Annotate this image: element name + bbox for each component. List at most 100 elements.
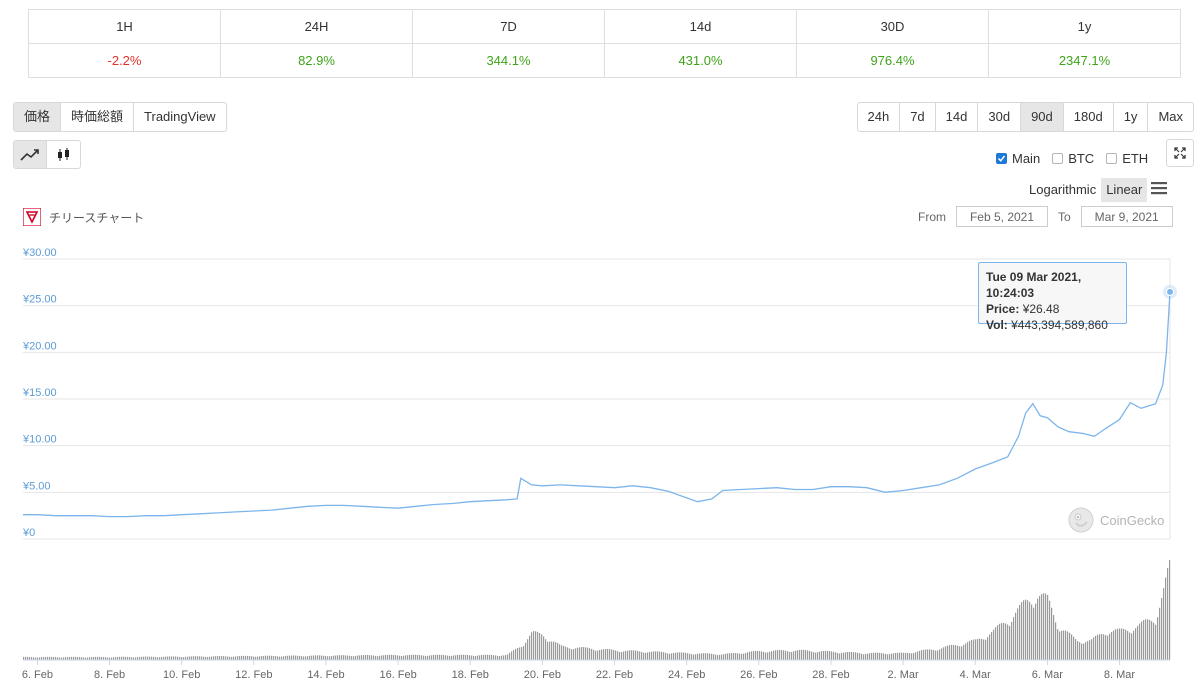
volume-bar <box>169 656 171 660</box>
tab-tradingview[interactable]: TradingView <box>144 109 216 124</box>
range-180d-button[interactable]: 180d <box>1064 103 1114 131</box>
range-1y-button[interactable]: 1y <box>1114 103 1149 131</box>
range-90d-button[interactable]: 90d <box>1021 103 1064 131</box>
volume-bar <box>845 652 847 660</box>
volume-bar <box>235 656 237 660</box>
volume-bar <box>1151 621 1153 660</box>
line-chart-button[interactable] <box>14 141 47 168</box>
logarithmic-scale-button[interactable]: Logarithmic <box>1029 182 1097 197</box>
volume-bar <box>149 656 151 660</box>
volume-bar <box>443 655 445 660</box>
volume-bar <box>1005 623 1007 660</box>
volume-bar <box>257 656 259 660</box>
tab-price[interactable]: 価格 <box>14 103 62 131</box>
volume-bar <box>283 656 285 660</box>
tab-market-cap[interactable]: 時価総額 <box>61 103 135 131</box>
volume-bar <box>1145 619 1147 660</box>
fullscreen-button[interactable] <box>1166 139 1194 167</box>
volume-bar <box>1055 622 1057 660</box>
volume-bar <box>183 657 185 660</box>
volume-bar <box>509 652 511 660</box>
volume-bar <box>399 655 401 660</box>
range-30d-button[interactable]: 30d <box>978 103 1022 131</box>
btc-series-checkbox[interactable]: BTC <box>1052 151 1094 166</box>
volume-bar <box>1105 635 1107 660</box>
volume-bar <box>963 644 965 660</box>
volume-bar <box>913 653 915 660</box>
chart-menu-button[interactable] <box>1150 181 1168 198</box>
volume-bar <box>425 655 427 660</box>
volume-bar <box>471 655 473 660</box>
volume-bar <box>295 655 297 660</box>
volume-bar <box>815 652 817 660</box>
volume-bar <box>437 654 439 660</box>
range-max-button[interactable]: Max <box>1158 109 1183 124</box>
y-tick-label: ¥0 <box>22 527 35 539</box>
volume-bar <box>483 654 485 660</box>
volume-bar <box>115 657 117 660</box>
volume-bar <box>643 652 645 660</box>
series-toggles: Main BTC ETH <box>996 151 1148 166</box>
volume-bar <box>735 653 737 660</box>
volume-bar <box>141 656 143 660</box>
volume-bar <box>1163 588 1165 660</box>
volume-bar <box>891 653 893 660</box>
range-24h-button[interactable]: 24h <box>858 103 901 131</box>
volume-bar <box>1167 568 1169 660</box>
volume-bar <box>469 655 471 660</box>
volume-bar <box>1071 634 1073 660</box>
y-tick-label: ¥5.00 <box>22 480 51 492</box>
volume-bar <box>693 654 695 660</box>
change-value: -2.2% <box>28 43 221 78</box>
volume-bar <box>1003 622 1005 660</box>
volume-bar <box>29 656 31 660</box>
x-tick-label: 4. Mar <box>960 669 992 681</box>
volume-bar <box>185 656 187 660</box>
volume-bar <box>275 656 277 660</box>
range-7d-button[interactable]: 7d <box>900 103 936 131</box>
volume-bar <box>255 656 257 660</box>
volume-bar <box>907 652 909 660</box>
volume-bar <box>949 645 951 660</box>
volume-bar <box>593 649 595 660</box>
volume-bar <box>665 652 667 660</box>
volume-bar <box>1083 643 1085 660</box>
volume-bar <box>445 655 447 660</box>
to-date-input[interactable]: Mar 9, 2021 <box>1080 206 1173 227</box>
volume-bar <box>481 655 483 660</box>
main-series-checkbox[interactable]: Main <box>996 151 1040 166</box>
volume-bar <box>903 652 905 660</box>
volume-bar <box>597 650 599 660</box>
candlestick-chart-button[interactable] <box>47 141 80 168</box>
volume-bar <box>1047 594 1049 660</box>
volume-bar <box>1137 625 1139 660</box>
volume-bar <box>1069 632 1071 660</box>
volume-bar <box>93 656 95 660</box>
volume-bar <box>995 627 997 660</box>
linear-scale-button[interactable]: Linear <box>1101 178 1148 202</box>
volume-bar <box>273 655 275 660</box>
volume-bar <box>837 652 839 660</box>
volume-bar <box>195 656 197 660</box>
volume-bar <box>627 650 629 660</box>
volume-bar <box>505 655 507 660</box>
x-tick-label: 12. Feb <box>235 669 272 681</box>
x-tick-label: 6. Mar <box>1032 669 1064 681</box>
volume-bar <box>99 656 101 660</box>
volume-bar <box>1031 604 1033 660</box>
volume-bar <box>119 656 121 660</box>
volume-bar <box>65 657 67 660</box>
eth-series-checkbox[interactable]: ETH <box>1106 151 1148 166</box>
volume-bar <box>1057 629 1059 660</box>
volume-bar <box>943 647 945 660</box>
volume-bar <box>673 652 675 660</box>
from-date-input[interactable]: Feb 5, 2021 <box>956 206 1048 227</box>
volume-bar <box>1019 604 1021 660</box>
range-14d-button[interactable]: 14d <box>936 103 979 131</box>
volume-bar <box>827 650 829 660</box>
volume-bar <box>1161 597 1163 660</box>
volume-bar <box>241 655 243 660</box>
volume-bar <box>423 655 425 660</box>
volume-bar <box>973 639 975 660</box>
